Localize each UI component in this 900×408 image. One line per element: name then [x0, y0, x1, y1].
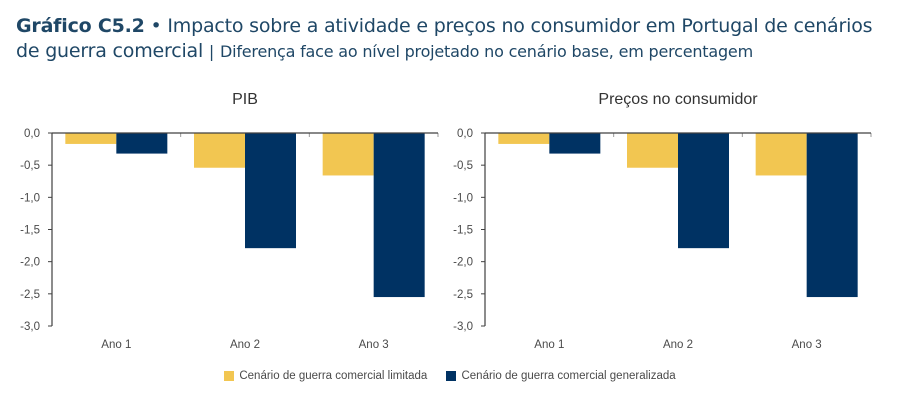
bar-generalizada-1: [549, 133, 601, 154]
figure-number: Gráfico C5.2: [16, 15, 145, 37]
x-tick-label: Ano 2: [230, 339, 260, 351]
bar-limitada-2: [627, 133, 678, 168]
y-tick-label: -1,5: [20, 225, 40, 237]
y-tick-label: -0,5: [20, 160, 40, 172]
y-tick-label: -3,0: [453, 321, 473, 333]
y-tick-label: -2,5: [20, 289, 40, 301]
chart-title: PIB: [232, 91, 258, 108]
bar-limitada-3: [755, 133, 807, 176]
x-tick-label: Ano 1: [534, 339, 564, 351]
figure-subtitle: Diferença face ao nível projetado no cen…: [219, 42, 753, 61]
bar-limitada-2: [194, 133, 245, 168]
y-tick-label: -2,0: [453, 257, 473, 269]
legend-label-limitada: Cenário de guerra comercial limitada: [239, 370, 428, 382]
legend-label-generalizada: Cenário de guerra comercial generalizada: [461, 370, 676, 382]
x-tick-label: Ano 3: [359, 339, 389, 351]
figure-main-title: Impacto sobre a atividade e preços no co…: [16, 15, 873, 62]
y-tick-label: -3,0: [20, 321, 40, 333]
y-tick-label: -1,5: [453, 225, 473, 237]
bar-limitada-1: [498, 133, 550, 144]
title-separator: |: [208, 42, 215, 61]
y-tick-label: -1,0: [453, 192, 473, 204]
y-tick-label: 0,0: [457, 128, 473, 140]
legend-swatch-limitada: [224, 371, 235, 381]
legend-item-generalizada: Cenário de guerra comercial generalizada: [446, 370, 676, 382]
bar-limitada-1: [65, 133, 117, 144]
y-tick-label: -0,5: [453, 160, 473, 172]
chart-title: Preços no consumidor: [598, 91, 758, 108]
y-tick-label: -2,5: [453, 289, 473, 301]
y-tick-label: -2,0: [20, 257, 40, 269]
figure-title: Gráfico C5.2 • Impacto sobre a atividade…: [16, 14, 896, 64]
bar-generalizada-2: [678, 133, 729, 249]
x-tick-label: Ano 3: [792, 339, 822, 351]
x-tick-label: Ano 1: [101, 339, 131, 351]
legend-item-limitada: Cenário de guerra comercial limitada: [224, 370, 427, 382]
bar-generalizada-1: [116, 133, 168, 154]
legend: Cenário de guerra comercial limitada Cen…: [0, 370, 900, 384]
bar-generalizada-3: [373, 133, 425, 298]
title-bullet: •: [150, 15, 162, 37]
y-tick-label: 0,0: [24, 128, 40, 140]
chart-precos-consumidor: Preços no consumidor Ano 1 Ano 2 Ano 3 0,0 -0…: [453, 91, 872, 351]
y-tick-label: -1,0: [20, 192, 40, 204]
chart-pib: PIB Ano 1 Ano 2 Ano 3 0,0 -0,5 -1,0 -1,5 -2,0 -2,…: [20, 91, 439, 351]
bar-generalizada-2: [245, 133, 296, 249]
bar-limitada-3: [322, 133, 374, 176]
legend-swatch-generalizada: [446, 371, 457, 381]
x-tick-label: Ano 2: [663, 339, 693, 351]
bar-generalizada-3: [806, 133, 858, 298]
